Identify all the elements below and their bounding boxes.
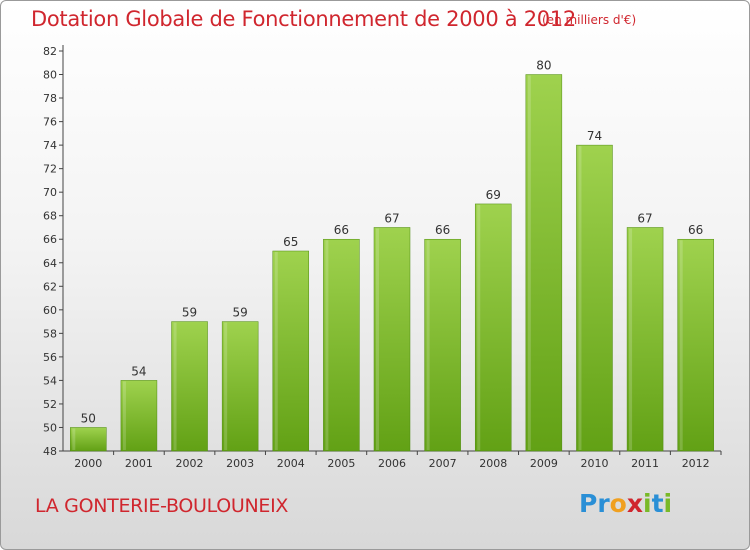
x-tick-label: 2006 [378,457,406,470]
bar-highlight [274,252,278,450]
bar-value-label: 59 [182,306,197,320]
bar-2009 [525,74,563,452]
bar-2012 [677,238,714,452]
y-tick-label: 78 [43,92,57,105]
logo-letter: P [579,489,598,518]
y-tick-label: 76 [43,116,57,129]
y-tick-label: 62 [43,280,57,293]
y-tick-label: 56 [43,351,57,364]
y-tick-label: 48 [43,445,57,458]
y-tick-label: 80 [43,69,57,82]
bar-value-label: 67 [637,211,652,225]
bar-highlight [224,322,228,450]
x-tick-label: 2003 [226,457,254,470]
logo-letter: r [597,489,610,518]
bar-value-label: 66 [688,223,703,237]
bar-2007 [424,238,461,452]
bar-highlight [325,240,329,450]
x-tick-label: 2008 [479,457,507,470]
bar-2002 [171,321,208,452]
x-tick-label: 2011 [631,457,659,470]
proxiti-logo: Proxiti [579,489,672,518]
bar-2008 [474,203,512,452]
bar-value-label: 65 [283,235,298,249]
bar-value-label: 59 [233,306,248,320]
bar-value-label: 69 [486,188,501,202]
bar-highlight [527,75,531,450]
y-tick-label: 52 [43,398,57,411]
bar-2005 [323,238,360,452]
bar-value-label: 66 [334,223,349,237]
bar-value-label: 66 [435,223,450,237]
bar-value-label: 54 [131,364,146,378]
bar-highlight [426,240,430,450]
bar-2000 [70,427,107,452]
chart-title: Dotation Globale de Fonctionnement de 20… [31,7,576,31]
y-tick-label: 74 [43,139,57,152]
bar-2011 [626,227,664,452]
bar-highlight [679,240,683,450]
bar-2001 [120,380,158,452]
logo-letter: i [643,489,652,518]
commune-name: LA GONTERIE-BOULOUNEIX [35,495,289,517]
x-tick-label: 2012 [682,457,710,470]
y-tick-label: 64 [43,257,57,270]
y-tick-label: 66 [43,233,57,246]
x-tick-label: 2010 [580,457,608,470]
x-tick-label: 2000 [74,457,102,470]
bar-value-label: 80 [536,59,551,73]
bar-highlight [376,228,379,450]
y-tick-label: 50 [43,421,57,434]
logo-letter: x [626,489,643,518]
bar-highlight [122,381,126,450]
x-tick-label: 2007 [429,457,457,470]
x-tick-label: 2001 [125,457,153,470]
bar-value-label: 67 [384,211,399,225]
y-tick-label: 72 [43,163,57,176]
bar-highlight [629,228,633,450]
y-tick-label: 58 [43,327,57,340]
bar-2010 [576,144,613,452]
bar-value-label: 50 [81,411,96,425]
y-tick-label: 68 [43,210,57,223]
bar-2006 [373,227,411,452]
x-tick-label: 2005 [327,457,355,470]
bar-highlight [72,428,76,450]
y-tick-label: 54 [43,374,57,387]
chart-unit-note: (en milliers d'€) [542,13,637,27]
logo-letter: i [663,489,673,518]
y-tick-label: 60 [43,304,57,317]
logo-letter: t [651,489,664,518]
bar-highlight [578,146,582,450]
x-tick-label: 2002 [176,457,204,470]
bar-value-label: 74 [587,129,602,143]
y-tick-label: 70 [43,186,57,199]
bar-highlight [173,322,177,450]
x-tick-label: 2009 [530,457,558,470]
bar-2004 [272,250,310,452]
y-tick-label: 82 [43,45,57,58]
bar-2003 [221,321,259,452]
logo-letter: o [609,489,627,518]
x-tick-label: 2004 [277,457,305,470]
bar-highlight [477,204,481,450]
